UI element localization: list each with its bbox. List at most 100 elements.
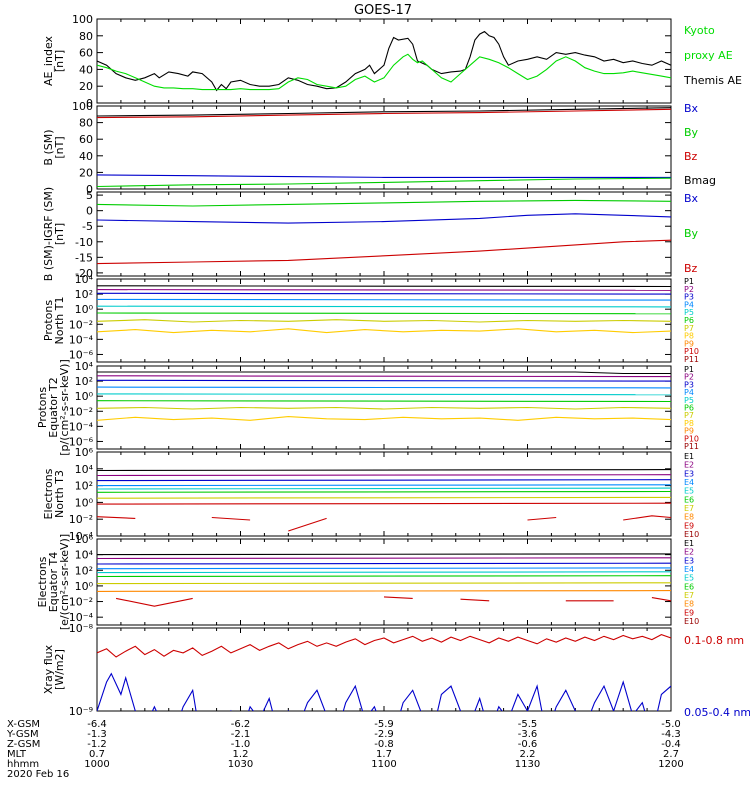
legend-item: P6 (684, 404, 694, 413)
series-line-p5 (97, 393, 671, 396)
series-line-e8 (97, 590, 671, 592)
legend-item: Bx (684, 102, 699, 115)
series-line-p2 (97, 375, 671, 378)
series-line-p1 (97, 285, 671, 288)
legend-item: P1 (684, 277, 694, 286)
y-tick-label: 10² (75, 564, 93, 577)
orbit-row-label: MLT (7, 749, 27, 760)
series-segment (527, 516, 557, 521)
y-tick-label: 80 (79, 30, 93, 43)
y-tick-label: 10⁻² (69, 596, 93, 609)
series-line-e5 (97, 571, 671, 574)
legend-item: P11 (684, 355, 699, 364)
orbit-value: -1.3 (87, 729, 107, 740)
series-line-e1 (97, 469, 671, 472)
orbit-row-label: hhmm (7, 759, 39, 770)
series-line-by (97, 177, 671, 188)
legend-item: P10 (684, 434, 699, 443)
y-axis-label: [e/(cm²-s-sr-keV)] (58, 534, 71, 630)
y-axis-label: [nT] (53, 136, 66, 158)
panel-frame (96, 18, 672, 104)
legend-item: proxy AE (684, 49, 733, 62)
y-tick-label: 10⁴ (75, 273, 94, 286)
orbit-value: 1030 (228, 759, 253, 770)
y-tick-label: 100 (72, 100, 93, 113)
y-tick-label: 10⁻⁹ (69, 705, 93, 718)
plot-title: GOES-17 (354, 3, 412, 18)
panel-xray: 10⁻⁸ 10⁻⁹ Xray flux[W/m2] 0.1-0.8 nm 0.05-0.… (42, 622, 750, 719)
legend-item: E10 (684, 530, 699, 539)
series-line-p6 (97, 400, 671, 403)
orbit-footer: X-GSM -6.4 -6.2 -5.9 -5.5 -5.0 Y-GSM -1.3 -2.1 -2… (6, 719, 684, 780)
orbit-row-label: Z-GSM (7, 739, 40, 750)
y-axis-label: [p/(cm²-s-sr-keV)] (58, 359, 71, 456)
orbit-value: 1130 (515, 759, 540, 770)
legend-item: P3 (684, 293, 694, 302)
y-axis-label: Electrons (42, 468, 55, 519)
legend-item: E3 (684, 469, 694, 478)
y-tick-label: 10⁻² (69, 513, 93, 526)
y-tick-label: -10 (75, 236, 93, 249)
legend-item: P7 (684, 324, 694, 333)
series-segment (460, 598, 490, 602)
legend-item: By (684, 126, 699, 139)
series-line-p1 (97, 371, 671, 375)
series-line-e7 (97, 496, 671, 499)
series-line-p8 (97, 416, 671, 421)
y-tick-label: 100 (72, 13, 93, 26)
y-tick-label: 10⁰ (75, 496, 94, 509)
series-line-e7 (97, 582, 671, 585)
legend-item: Kyoto (684, 24, 715, 37)
legend-item: P9 (684, 339, 694, 348)
y-tick-label: 10⁶ (75, 446, 94, 459)
y-axis-label: [nT] (53, 50, 66, 72)
orbit-row-label: X-GSM (7, 719, 40, 730)
series-segment (651, 597, 671, 602)
legend-item: 0.1-0.8 nm (684, 634, 744, 647)
y-tick-label: 20 (79, 166, 93, 179)
y-tick-label: 10⁻⁴ (69, 333, 94, 346)
orbit-value: -0.6 (518, 739, 538, 750)
series-line-bmag (97, 107, 671, 117)
y-axis-label: Protons (42, 300, 55, 341)
y-axis-label: [nT] (53, 223, 66, 245)
legend-item: E9 (684, 521, 694, 530)
orbit-value: -6.4 (87, 719, 107, 730)
orbit-value: -5.5 (518, 719, 538, 730)
orbit-value: 1100 (371, 759, 396, 770)
y-tick-label: 10² (75, 375, 93, 388)
series-segment (623, 515, 671, 521)
y-tick-label: 0 (86, 183, 93, 196)
series-line-p5 (97, 305, 671, 308)
legend-item: P5 (684, 308, 694, 317)
legend-item: E1 (684, 539, 694, 548)
y-tick-label: 5 (86, 189, 93, 202)
series-line-e6 (97, 575, 671, 578)
y-tick-label: 0 (86, 205, 93, 218)
legend-item: P4 (684, 388, 694, 397)
y-axis-label: North T1 (53, 297, 66, 345)
y-tick-label: 60 (79, 133, 93, 146)
y-tick-label: 10⁴ (75, 463, 94, 476)
legend-item: E7 (684, 504, 694, 513)
series-line-e3 (97, 562, 671, 565)
y-tick-label: 40 (79, 150, 93, 163)
legend-item: Bz (684, 262, 698, 275)
orbit-value: 1200 (658, 759, 683, 770)
legend-item: By (684, 227, 699, 240)
y-tick-label: -15 (75, 251, 93, 264)
orbit-value: -0.4 (661, 739, 681, 750)
series-line-e4 (97, 484, 671, 487)
legend-item: P11 (684, 442, 699, 451)
y-tick-label: 10⁻⁴ (69, 530, 94, 543)
series-line-e3 (97, 479, 671, 482)
y-tick-label: -20 (75, 267, 93, 280)
series-line-p3 (97, 292, 671, 295)
panel-frame (96, 365, 672, 450)
panel-b_sm: 0 20 40 60 80 100 B (SM)[nT] Bx By Bz Bmag (42, 100, 716, 196)
panel-frame (96, 451, 672, 537)
y-tick-label: 40 (79, 63, 93, 76)
